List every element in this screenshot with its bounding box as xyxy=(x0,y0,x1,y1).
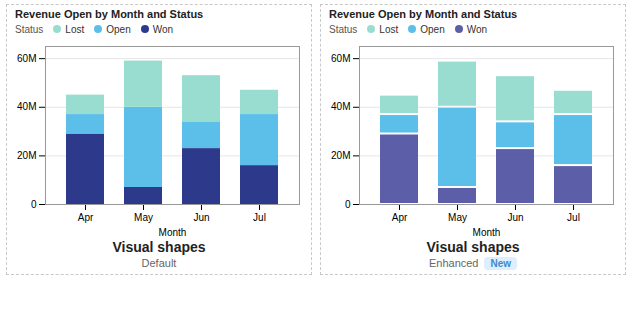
svg-text:60M: 60M xyxy=(331,53,350,64)
html-text:Open: Open xyxy=(106,23,131,35)
svg-text:Jul: Jul xyxy=(567,212,580,223)
html-text:Won: Won xyxy=(152,23,174,35)
svg-text:40M: 40M xyxy=(331,101,350,112)
html-text:Status: Status xyxy=(15,23,44,35)
html-text:Open: Open xyxy=(420,23,445,35)
html-text:Visual shapes: Visual shapes xyxy=(112,239,206,255)
svg-text:May: May xyxy=(134,212,153,223)
svg-text:Jun: Jun xyxy=(193,212,209,223)
svg-text:40M: 40M xyxy=(17,101,36,112)
svg-text:Apr: Apr xyxy=(392,212,408,223)
html-text:Enhanced: Enhanced xyxy=(428,257,479,269)
svg-text:May: May xyxy=(448,212,467,223)
svg-text:20M: 20M xyxy=(17,150,36,161)
html-text:Lost: Lost xyxy=(65,23,85,35)
html-text:Status: Status xyxy=(329,23,358,35)
svg-text:Jul: Jul xyxy=(253,212,266,223)
svg-text:Month: Month xyxy=(159,227,187,238)
svg-text:0: 0 xyxy=(345,199,351,210)
svg-text:Month: Month xyxy=(473,227,501,238)
html-text:Visual shapes: Visual shapes xyxy=(426,239,520,255)
svg-text:Apr: Apr xyxy=(78,212,94,223)
svg-text:Jun: Jun xyxy=(507,212,523,223)
html-text:Lost: Lost xyxy=(379,23,399,35)
svg-text:0: 0 xyxy=(31,199,37,210)
html-text:Won: Won xyxy=(466,23,488,35)
html-text:New: New xyxy=(490,257,511,269)
html-text:Revenue Open by Month and Stat: Revenue Open by Month and Status xyxy=(15,8,204,20)
svg-text:60M: 60M xyxy=(17,53,36,64)
html-text:Default: Default xyxy=(141,257,177,269)
html-text:Revenue Open by Month and Stat: Revenue Open by Month and Status xyxy=(329,8,518,20)
svg-text:20M: 20M xyxy=(331,150,350,161)
